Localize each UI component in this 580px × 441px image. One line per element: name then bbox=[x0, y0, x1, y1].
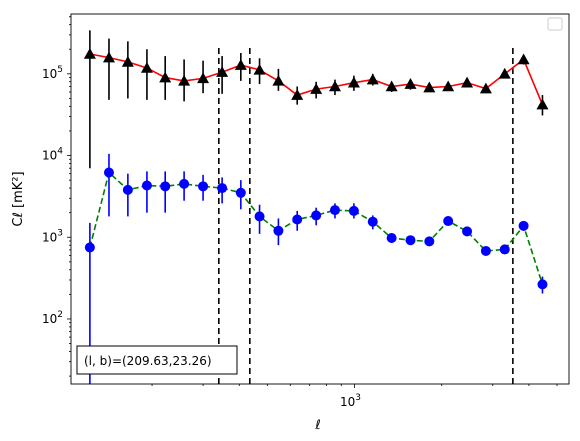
series-1-point-10 bbox=[253, 63, 266, 75]
series-2 bbox=[84, 153, 548, 384]
series-1-point-6 bbox=[178, 74, 191, 86]
series-2-point-13 bbox=[311, 210, 322, 221]
series-2-point-22 bbox=[480, 245, 491, 256]
series-1-point-25 bbox=[536, 98, 549, 110]
series-1-point-17 bbox=[385, 80, 398, 92]
series-1-point-8 bbox=[216, 66, 229, 77]
series-1-point-13 bbox=[310, 83, 323, 94]
series-1-point-22 bbox=[479, 82, 492, 94]
y-axis-label: Cℓ [mK²] bbox=[11, 171, 26, 226]
series-2-point-2 bbox=[103, 167, 114, 178]
series-1-point-19 bbox=[423, 81, 436, 93]
plot-area bbox=[83, 30, 549, 384]
series-1 bbox=[83, 30, 549, 169]
series-2-point-16 bbox=[367, 216, 378, 227]
series-2-point-21 bbox=[462, 226, 473, 237]
legend-box bbox=[547, 17, 563, 31]
series-2-point-25 bbox=[537, 279, 548, 290]
annotation-text: (l, b)=(209.63,23.26) bbox=[84, 354, 212, 368]
series-1-point-1 bbox=[83, 47, 96, 59]
series-2-point-4 bbox=[141, 180, 152, 191]
series-1-point-2 bbox=[102, 51, 115, 63]
series-1-point-20 bbox=[442, 80, 455, 92]
series-1-point-4 bbox=[140, 61, 153, 73]
series-2-point-23 bbox=[499, 244, 510, 255]
legend bbox=[547, 17, 563, 31]
y-tick-label-4: 105 bbox=[42, 65, 63, 81]
x-axis-label: ℓ bbox=[314, 418, 320, 433]
series-1-point-7 bbox=[197, 72, 210, 84]
series-2-point-17 bbox=[386, 232, 397, 243]
series-2-point-14 bbox=[329, 205, 340, 216]
series-1-point-21 bbox=[461, 76, 474, 88]
annotation-frame bbox=[76, 345, 238, 375]
series-2-point-5 bbox=[160, 181, 171, 192]
series-2-point-8 bbox=[217, 183, 228, 194]
series-1-point-3 bbox=[121, 55, 134, 67]
series-2-point-15 bbox=[348, 205, 359, 216]
series-2-point-12 bbox=[292, 214, 303, 225]
y-tick-label-2: 103 bbox=[42, 228, 63, 244]
series-2-point-10 bbox=[254, 211, 265, 222]
series-2-point-24 bbox=[518, 220, 529, 231]
series-1-point-24 bbox=[517, 53, 530, 65]
axis-ticks: 102 103 104 105 103 bbox=[42, 16, 558, 409]
series-1-point-9 bbox=[234, 59, 247, 70]
series-1-point-14 bbox=[328, 80, 341, 92]
series-2-point-18 bbox=[405, 235, 416, 246]
y-tick-label-3: 104 bbox=[42, 147, 63, 163]
series-1-point-11 bbox=[272, 74, 285, 86]
series-2-point-9 bbox=[235, 187, 246, 198]
series-1-point-18 bbox=[404, 78, 417, 89]
series-2-point-6 bbox=[179, 178, 190, 189]
series-2-point-11 bbox=[273, 225, 284, 236]
series-2-point-1 bbox=[84, 242, 95, 253]
series-1-point-5 bbox=[159, 71, 172, 83]
series-1-point-23 bbox=[498, 67, 511, 79]
series-1-point-12 bbox=[291, 89, 304, 100]
series-2-point-3 bbox=[122, 184, 133, 195]
series-2-point-7 bbox=[198, 181, 209, 192]
series-2-point-19 bbox=[424, 236, 435, 247]
x-tick-label-1: 103 bbox=[340, 393, 361, 409]
annotation-box: (l, b)=(209.63,23.26) bbox=[76, 345, 238, 375]
plot-frame bbox=[70, 13, 570, 385]
y-tick-label-1: 102 bbox=[42, 310, 63, 326]
series-1-point-16 bbox=[366, 73, 379, 85]
series-2-point-20 bbox=[443, 216, 454, 227]
series-1-point-15 bbox=[347, 76, 360, 88]
